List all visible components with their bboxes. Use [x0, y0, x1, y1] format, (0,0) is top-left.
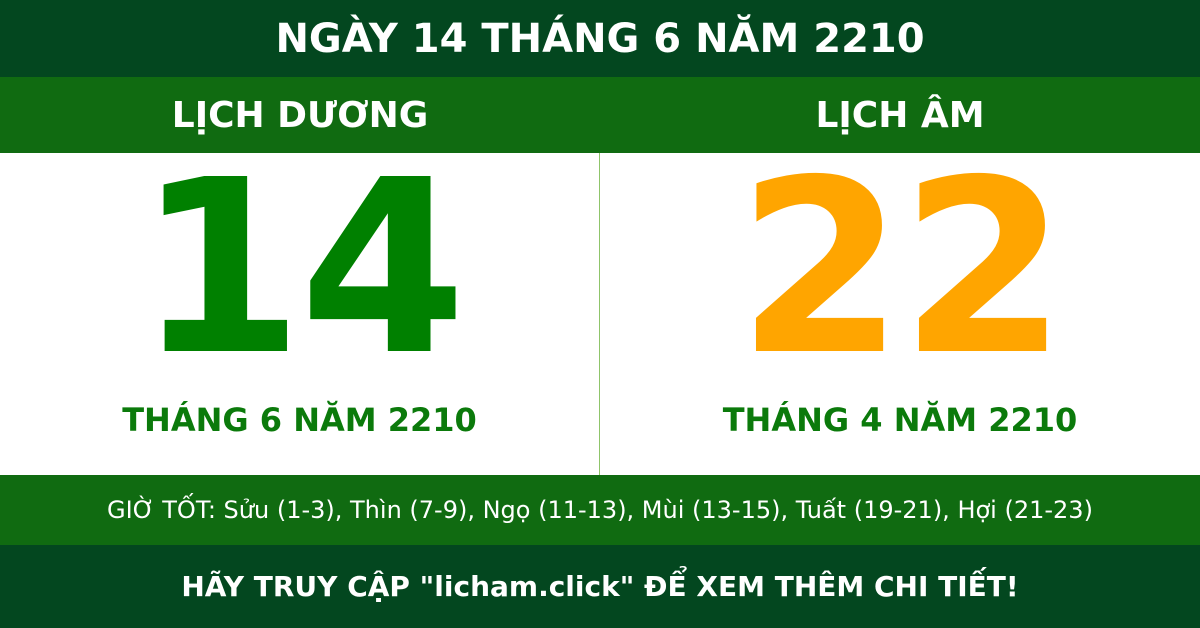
- solar-heading: LỊCH DƯƠNG: [171, 94, 429, 136]
- good-hours: GIỜ TỐT: Sửu (1-3), Thìn (7-9), Ngọ (11-…: [0, 475, 1200, 545]
- footer-cta: HÃY TRUY CẬP "licham.click" ĐỂ XEM THÊM …: [0, 545, 1200, 628]
- lunar-heading: LỊCH ÂM: [815, 94, 985, 136]
- calendar-headings: LỊCH DƯƠNG LỊCH ÂM: [0, 77, 1200, 153]
- solar-month-year: THÁNG 6 NĂM 2210: [122, 401, 477, 439]
- solar-day: 14: [136, 128, 467, 408]
- page-title: NGÀY 14 THÁNG 6 NĂM 2210: [0, 0, 1200, 77]
- solar-panel: 14 THÁNG 6 NĂM 2210: [0, 128, 600, 475]
- lunar-month-year: THÁNG 4 NĂM 2210: [722, 401, 1078, 439]
- lunar-day: 22: [737, 128, 1067, 408]
- lunar-panel: 22 THÁNG 4 NĂM 2210: [600, 128, 1200, 475]
- calendar-body: 14 THÁNG 6 NĂM 2210 22 THÁNG 4 NĂM 2210: [0, 128, 1200, 475]
